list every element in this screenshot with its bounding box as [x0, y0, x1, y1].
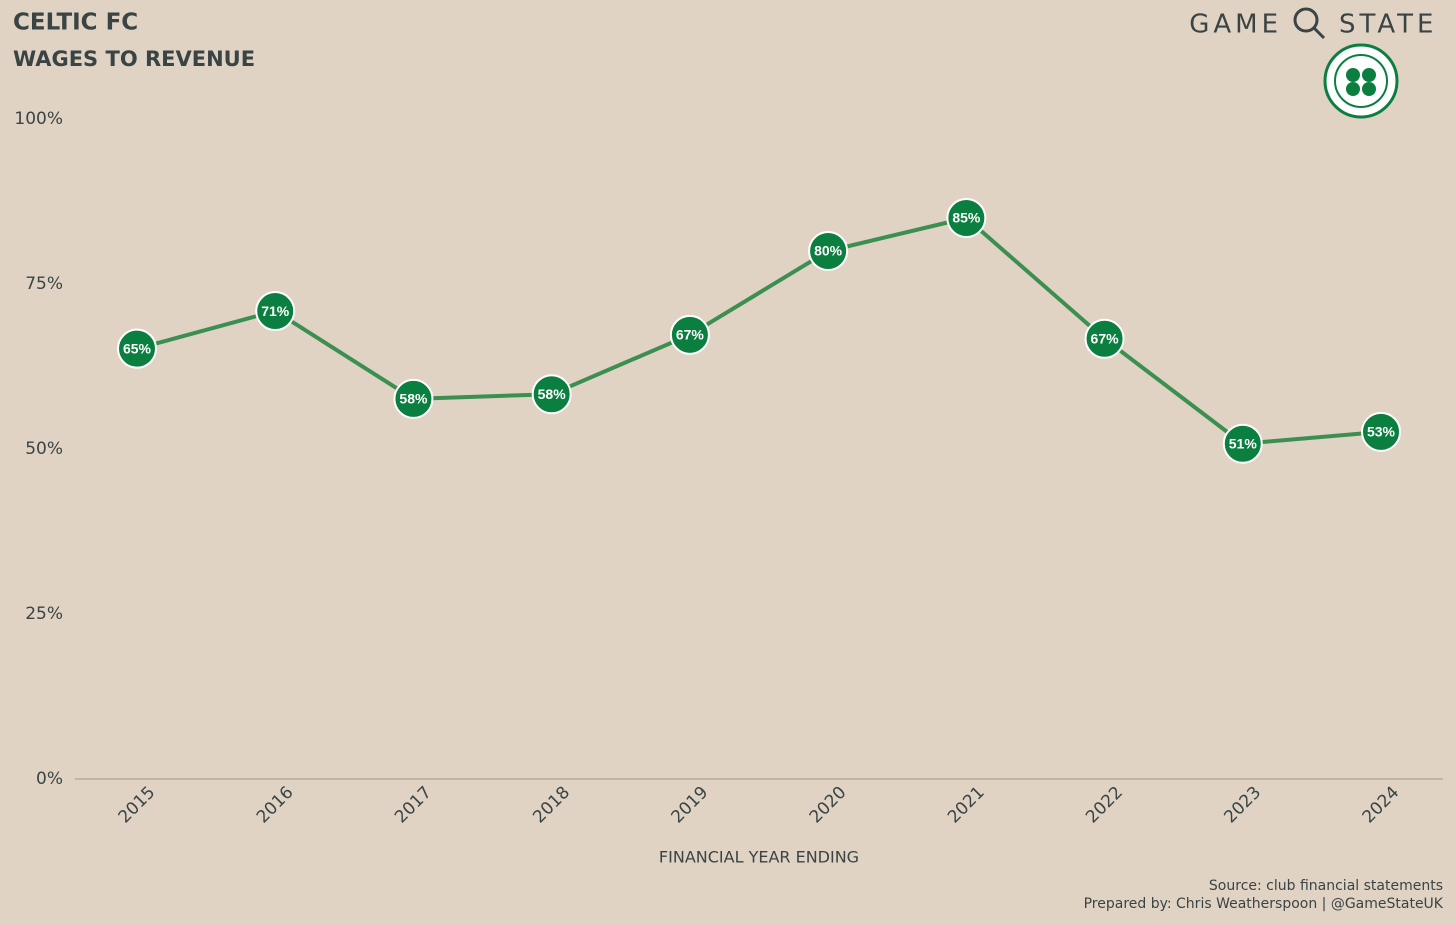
- y-tick-label: 50%: [25, 439, 63, 459]
- y-tick-label: 100%: [14, 109, 63, 129]
- data-point: [393, 378, 434, 419]
- data-point: [669, 314, 710, 355]
- x-axis-label: FINANCIAL YEAR ENDING: [659, 848, 859, 867]
- source-note: Source: club financial statements: [1209, 878, 1443, 894]
- data-label: 67%: [1091, 330, 1120, 346]
- brand-left: GAME: [1189, 10, 1282, 40]
- data-label: 67%: [676, 327, 705, 343]
- data-label: 65%: [123, 340, 152, 356]
- data-label: 58%: [538, 386, 567, 402]
- data-label: 53%: [1367, 424, 1396, 440]
- data-label: 80%: [814, 243, 843, 259]
- data-point: [531, 374, 572, 415]
- data-point: [1084, 318, 1125, 359]
- credit-note: Prepared by: Chris Weatherspoon | @GameS…: [1084, 896, 1444, 912]
- data-point: [1222, 423, 1263, 464]
- brand-icon: [1293, 7, 1326, 40]
- brand-right: STATE: [1339, 10, 1437, 40]
- data-label: 51%: [1229, 435, 1258, 451]
- data-point: [808, 231, 849, 271]
- data-point: [946, 198, 987, 238]
- data-point: [1361, 411, 1401, 452]
- chart-subtitle: WAGES TO REVENUE: [13, 47, 255, 71]
- y-tick-label: 25%: [25, 604, 63, 624]
- data-label: 71%: [261, 303, 290, 319]
- data-point: [255, 291, 296, 332]
- data-label: 58%: [399, 391, 428, 407]
- data-point: [117, 328, 157, 369]
- club-crest: [1323, 43, 1399, 119]
- data-label: 85%: [952, 210, 981, 226]
- y-tick-label: 75%: [25, 274, 63, 294]
- chart-title: CELTIC FC: [13, 10, 138, 36]
- y-tick-label: 0%: [36, 769, 63, 789]
- data-line: [136, 216, 1382, 446]
